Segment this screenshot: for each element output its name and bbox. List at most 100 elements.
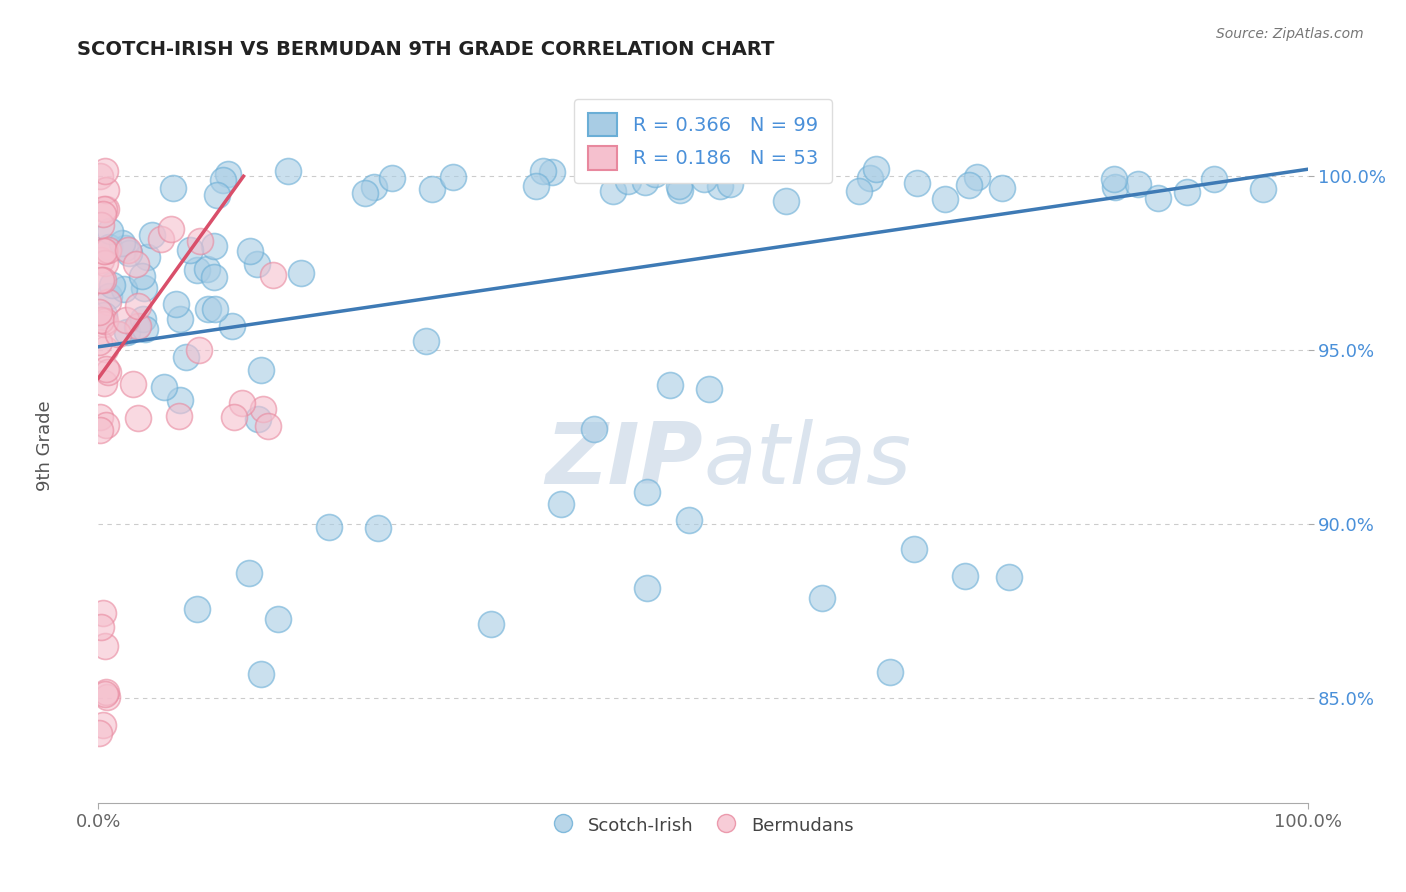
Point xyxy=(709,179,731,194)
Point xyxy=(97,366,120,380)
Point xyxy=(91,273,114,287)
Point xyxy=(97,244,120,258)
Point xyxy=(238,566,260,580)
Point xyxy=(250,363,273,377)
Point xyxy=(90,313,112,327)
Point xyxy=(97,288,120,302)
Point xyxy=(363,180,385,194)
Point xyxy=(188,343,211,357)
Point xyxy=(127,320,149,334)
Point xyxy=(111,236,134,251)
Point xyxy=(204,302,226,317)
Point xyxy=(107,326,129,341)
Text: Source: ZipAtlas.com: Source: ZipAtlas.com xyxy=(1216,27,1364,41)
Point xyxy=(169,392,191,407)
Point xyxy=(127,410,149,425)
Point xyxy=(98,240,121,254)
Point xyxy=(149,232,172,246)
Point xyxy=(617,174,640,188)
Point xyxy=(91,718,114,732)
Point xyxy=(257,418,280,433)
Point xyxy=(697,382,720,396)
Point xyxy=(165,297,187,311)
Point xyxy=(134,322,156,336)
Point xyxy=(775,194,797,208)
Point xyxy=(94,256,117,270)
Point xyxy=(224,410,246,425)
Point xyxy=(115,313,138,327)
Point xyxy=(131,269,153,284)
Point xyxy=(195,262,218,277)
Point xyxy=(318,520,340,534)
Point xyxy=(678,513,700,527)
Point xyxy=(87,334,110,349)
Point xyxy=(96,690,118,704)
Point xyxy=(1253,182,1275,196)
Point xyxy=(381,171,404,186)
Point xyxy=(991,180,1014,194)
Point xyxy=(422,182,444,196)
Point xyxy=(89,169,111,183)
Point xyxy=(118,246,141,260)
Point xyxy=(966,169,988,184)
Point xyxy=(93,308,115,322)
Point xyxy=(366,521,388,535)
Point xyxy=(93,207,115,221)
Point xyxy=(693,172,716,186)
Point xyxy=(91,606,114,620)
Point xyxy=(89,726,111,740)
Point xyxy=(239,244,262,259)
Point xyxy=(114,241,136,255)
Point xyxy=(115,325,138,339)
Point xyxy=(290,266,312,280)
Point xyxy=(353,186,375,201)
Point xyxy=(247,411,270,425)
Point xyxy=(90,253,112,268)
Point xyxy=(262,268,284,283)
Point xyxy=(94,244,117,258)
Point xyxy=(669,182,692,196)
Point xyxy=(117,243,139,257)
Point xyxy=(252,401,274,416)
Text: 9th Grade: 9th Grade xyxy=(37,401,53,491)
Point xyxy=(127,299,149,313)
Point xyxy=(93,314,115,328)
Point xyxy=(93,164,115,178)
Point xyxy=(524,178,547,193)
Point xyxy=(167,409,190,424)
Point xyxy=(668,179,690,194)
Point xyxy=(1177,185,1199,199)
Point xyxy=(90,620,112,634)
Point xyxy=(98,224,121,238)
Point xyxy=(100,277,122,292)
Point xyxy=(127,318,149,333)
Point xyxy=(186,263,208,277)
Point xyxy=(93,202,115,216)
Point xyxy=(93,687,115,701)
Point xyxy=(267,612,290,626)
Point xyxy=(905,176,928,190)
Point xyxy=(879,665,901,680)
Point xyxy=(810,591,832,605)
Point xyxy=(188,234,211,248)
Point xyxy=(998,570,1021,584)
Point xyxy=(96,183,118,197)
Point xyxy=(132,281,155,295)
Point xyxy=(633,175,655,189)
Point xyxy=(479,617,502,632)
Point xyxy=(531,164,554,178)
Point xyxy=(550,497,572,511)
Point xyxy=(1104,180,1126,194)
Point xyxy=(89,305,111,319)
Point xyxy=(718,177,741,191)
Point xyxy=(636,484,658,499)
Point xyxy=(135,250,157,264)
Point xyxy=(441,170,464,185)
Point xyxy=(160,221,183,235)
Point xyxy=(141,227,163,242)
Point xyxy=(90,218,112,232)
Point xyxy=(169,312,191,326)
Point xyxy=(903,542,925,557)
Point xyxy=(96,685,118,699)
Point xyxy=(1146,191,1168,205)
